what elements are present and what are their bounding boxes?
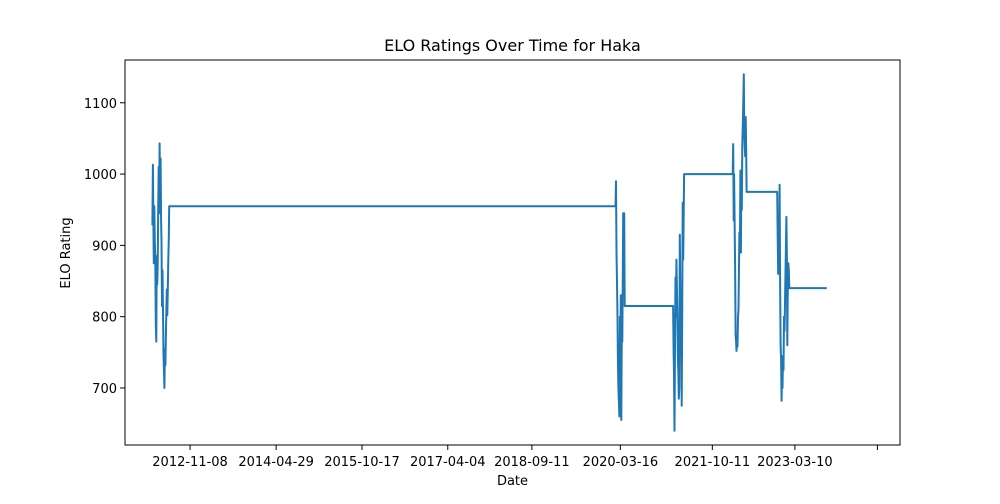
plot-frame — [124, 59, 901, 446]
x-tick-label: 2018-09-11 — [494, 455, 570, 470]
x-tick-label: 2014-04-29 — [238, 455, 314, 470]
plot-area — [124, 59, 901, 446]
chart-title: ELO Ratings Over Time for Haka — [384, 36, 641, 55]
x-tick-label: 2017-04-04 — [410, 455, 486, 470]
x-tick-label: 2023-03-10 — [757, 455, 833, 470]
x-axis-label: Date — [497, 474, 528, 489]
x-tick-label: 2015-10-17 — [324, 455, 400, 470]
y-tick-label: 800 — [92, 311, 117, 326]
y-axis: 700 800 900 1000 1100 — [84, 97, 125, 397]
y-axis-label: ELO Rating — [59, 217, 74, 288]
y-tick-label: 1000 — [84, 168, 117, 183]
x-axis: 2012-11-08 2014-04-29 2015-10-17 2017-04-04… — [152, 445, 878, 470]
x-tick-label: 2020-03-16 — [583, 455, 659, 470]
series-line-0 — [151, 73, 827, 432]
y-tick-label: 900 — [92, 239, 117, 254]
y-tick-label: 700 — [92, 382, 117, 397]
x-tick-label: 2012-11-08 — [152, 455, 228, 470]
y-tick-label: 1100 — [84, 97, 117, 112]
x-tick-label: 2021-10-11 — [675, 455, 751, 470]
